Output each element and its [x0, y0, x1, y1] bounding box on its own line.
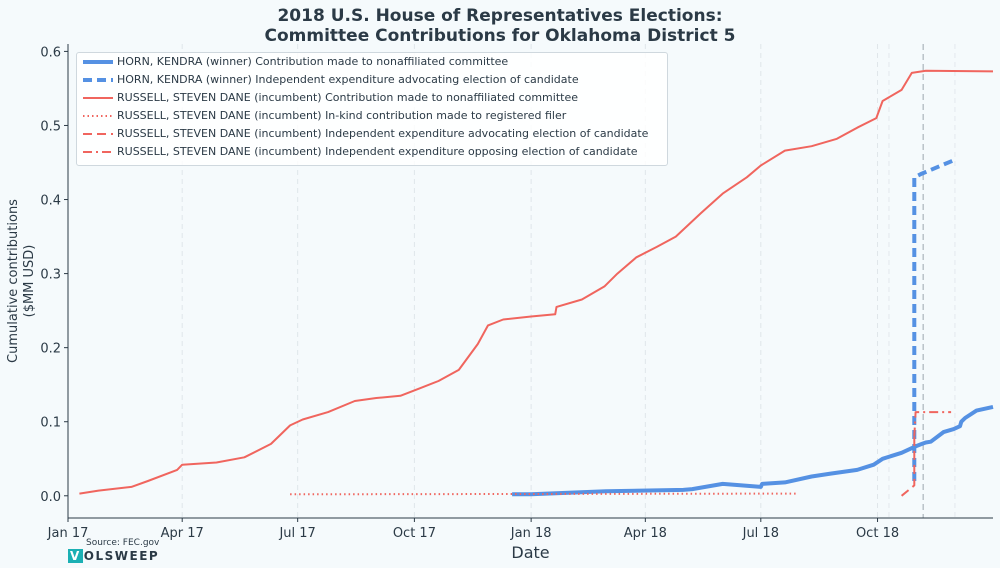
y-axis-label: Cumulative contributions	[6, 199, 21, 363]
legend: HORN, KENDRA (winner) Contribution made …	[76, 52, 668, 166]
series-line-2	[912, 158, 955, 481]
x-axis-label: Date	[511, 543, 549, 562]
x-tick-label: Jul 18	[742, 526, 779, 541]
axes: 0.0 0.1 0.2 0.3 0.4 0.5 0.6 Jan 17 Apr 17 Jul 17 O…	[6, 44, 993, 562]
legend-swatch	[83, 151, 113, 153]
legend-swatch	[83, 60, 113, 64]
series-line-5	[900, 436, 916, 497]
legend-label: RUSSELL, STEVEN DANE (incumbent) Indepen…	[117, 145, 638, 158]
x-tick-label: Jul 17	[278, 526, 315, 541]
series-line-3	[79, 69, 994, 495]
chart-subtitle: Committee Contributions for Oklahoma Dis…	[264, 26, 736, 46]
legend-label: RUSSELL, STEVEN DANE (incumbent) Indepen…	[117, 127, 649, 140]
legend-swatch	[83, 78, 113, 82]
y-tick-label: 0.1	[40, 416, 61, 431]
chart-title: 2018 U.S. House of Representatives Elect…	[277, 6, 723, 26]
x-tick-label: Oct 17	[393, 526, 436, 541]
y-tick-label: 0.5	[40, 119, 61, 134]
legend-item-5: RUSSELL, STEVEN DANE (incumbent) Indepen…	[77, 125, 667, 143]
y-tick-label: 0.6	[40, 45, 61, 60]
x-tick-label: Apr 17	[161, 526, 204, 541]
volsweep-logo: V OLSWEEP	[68, 549, 160, 563]
legend-item-4: RUSSELL, STEVEN DANE (incumbent) In-kind…	[77, 107, 667, 125]
legend-swatch	[83, 97, 113, 99]
y-axis-unit-label: ($MM USD)	[22, 245, 37, 318]
y-tick-label: 0.2	[40, 342, 61, 357]
y-tick-label: 0.3	[40, 268, 61, 283]
legend-label: HORN, KENDRA (winner) Independent expend…	[117, 73, 579, 86]
y-tick-label: 0.4	[40, 194, 61, 209]
legend-item-6: RUSSELL, STEVEN DANE (incumbent) Indepen…	[77, 143, 667, 161]
legend-item-2: HORN, KENDRA (winner) Independent expend…	[77, 71, 667, 89]
legend-swatch	[83, 115, 113, 117]
y-tick-label: 0.0	[40, 490, 61, 505]
series-layer	[79, 69, 994, 497]
source-note: Source: FEC.gov	[86, 538, 160, 548]
legend-item-3: RUSSELL, STEVEN DANE (incumbent) Contrib…	[77, 89, 667, 107]
legend-item-1: HORN, KENDRA (winner) Contribution made …	[77, 53, 667, 71]
x-tick-label: Jan 17	[47, 526, 89, 541]
x-tick-label: Jan 18	[510, 526, 552, 541]
x-tick-label: Oct 18	[856, 526, 899, 541]
legend-label: RUSSELL, STEVEN DANE (incumbent) In-kind…	[117, 109, 567, 122]
legend-swatch	[83, 133, 113, 135]
series-line-1	[512, 404, 994, 497]
x-tick-label: Apr 18	[624, 526, 667, 541]
legend-label: RUSSELL, STEVEN DANE (incumbent) Contrib…	[117, 91, 578, 104]
legend-label: HORN, KENDRA (winner) Contribution made …	[117, 55, 509, 68]
